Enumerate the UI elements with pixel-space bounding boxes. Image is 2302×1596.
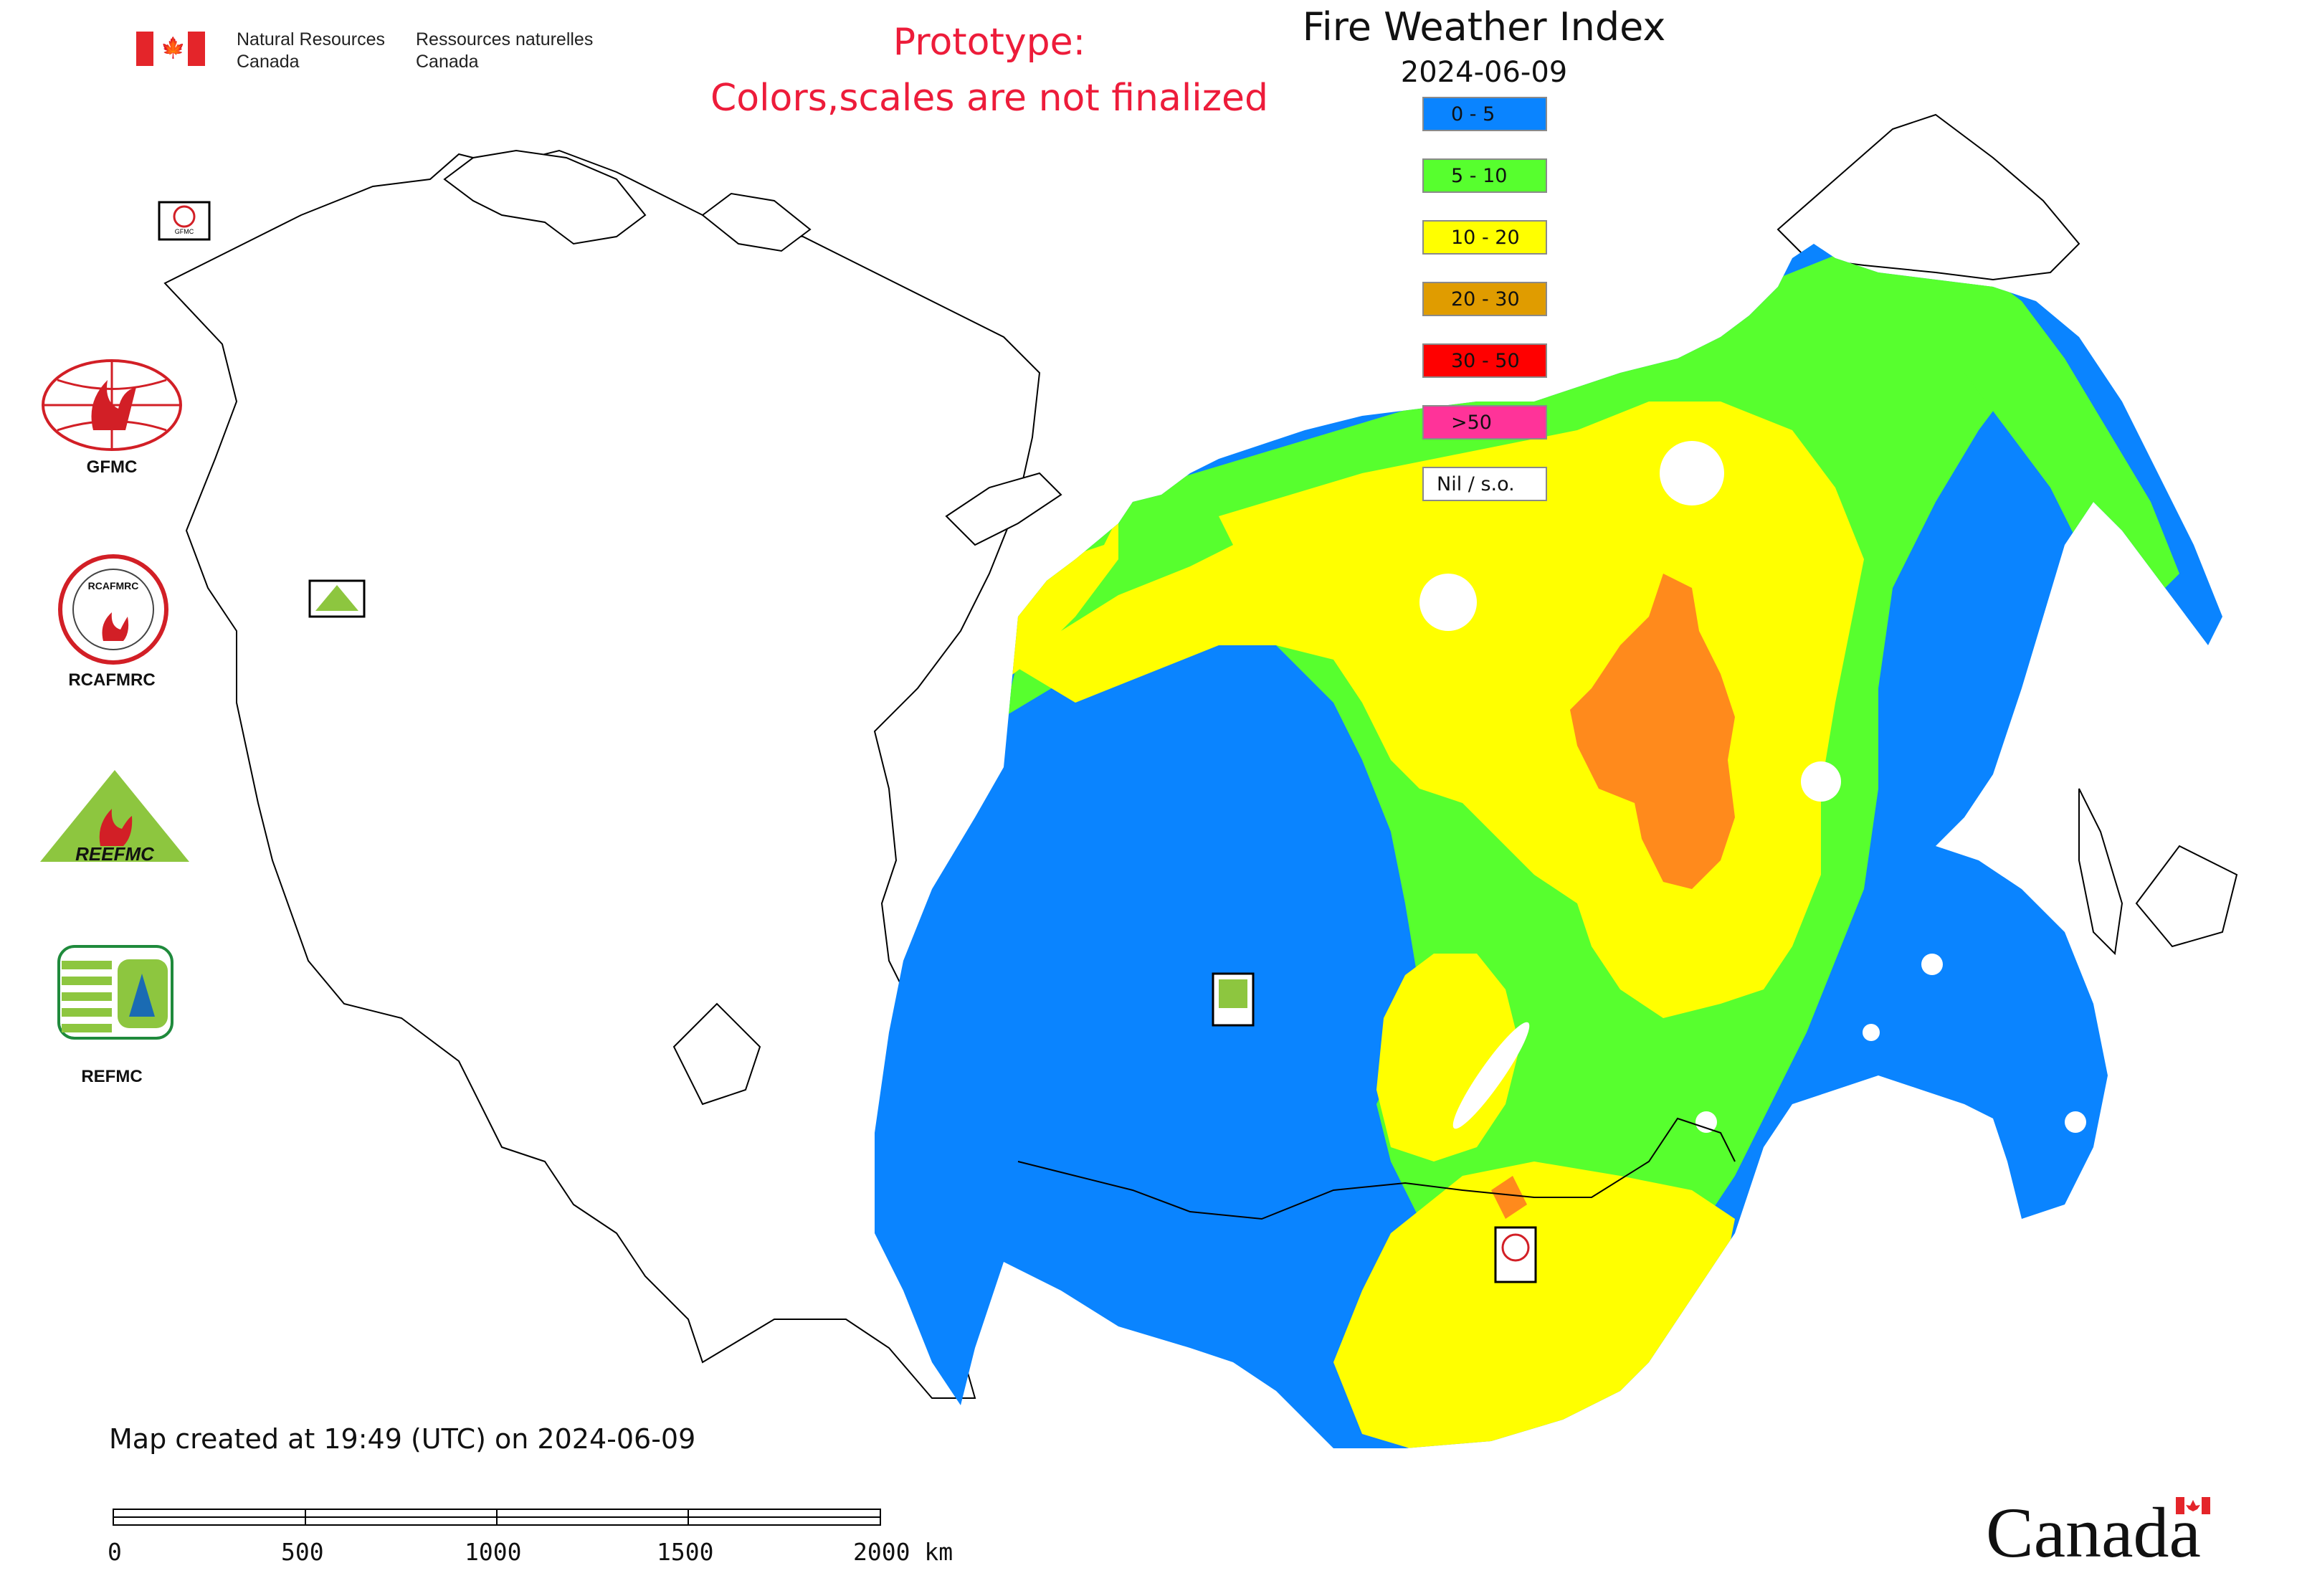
nil-circle — [1660, 441, 1724, 505]
legend-item-0-5: 0 - 5 — [1422, 97, 1547, 131]
country-border-line — [1017, 1117, 1736, 1220]
canada-flag-icon: 🍁 — [136, 32, 205, 66]
logo-caption-rcafmrc: RCAFMRC — [68, 670, 156, 690]
map-date: 2024-06-09 — [1400, 56, 1568, 89]
svg-text:GFMC: GFMC — [175, 228, 194, 235]
prototype-notice: Prototype: Colors,scales are not finaliz… — [674, 14, 1305, 126]
legend-item-over-50: >50 — [1422, 405, 1547, 440]
basemap-sakhalin — [2078, 788, 2123, 956]
reefmc-wordmark: REEFMC — [75, 843, 155, 865]
nrcan-signature: 🍁 Natural Resources Canada Ressources na… — [136, 29, 609, 72]
scale-tick-2000: 2000 km — [853, 1538, 953, 1566]
scale-tick-0: 0 — [108, 1538, 122, 1566]
fwi-zone-yellow-baikal — [1376, 954, 1520, 1162]
department-name-en: Natural Resources Canada — [237, 29, 386, 72]
canada-wordmark-text: Canada — [1986, 1493, 2201, 1572]
baikal-lake — [1452, 1022, 1530, 1129]
reefmc-map-marker — [308, 579, 366, 618]
gfmc-logo — [42, 359, 182, 451]
prototype-notice-line2: Colors,scales are not finalized — [710, 77, 1269, 120]
nil-circle — [2065, 1111, 2086, 1133]
basemap-chukotka — [1777, 113, 2080, 281]
legend-item-20-30: 20 - 30 — [1422, 282, 1547, 316]
nil-circle — [1921, 954, 1943, 975]
scale-bar-graphic — [113, 1509, 881, 1526]
scale-tick-500: 500 — [281, 1538, 324, 1566]
basemap-scandinavia — [443, 149, 647, 245]
basemap-kola — [701, 192, 812, 252]
legend-item-5-10: 5 - 10 — [1422, 158, 1547, 193]
fwi-zone-orange-small — [1491, 1176, 1527, 1219]
logo-caption-refmc: REFMC — [81, 1067, 143, 1086]
nil-circle — [1863, 1024, 1880, 1041]
basemap-caspian-region — [672, 1002, 761, 1106]
refmc-logo — [57, 945, 173, 1040]
fwi-zone-yellow-arctic — [1004, 516, 1118, 681]
fwi-zone-orange — [1570, 574, 1735, 889]
nil-circle — [1695, 1111, 1717, 1133]
legend-item-30-50: 30 - 50 — [1422, 343, 1547, 378]
gfmc-map-marker: GFMC — [158, 201, 211, 241]
scale-bar: 0 500 1000 1500 2000 km — [108, 1502, 968, 1581]
canada-wordmark: Canada — [1986, 1491, 2210, 1574]
refmc-map-marker — [1212, 972, 1255, 1027]
map-creation-footnote: Map created at 19:49 (UTC) on 2024-06-09 — [109, 1423, 696, 1455]
nil-circle — [1801, 761, 1841, 802]
scale-tick-1000: 1000 — [465, 1538, 522, 1566]
svg-text:RCAFMRC: RCAFMRC — [88, 580, 139, 592]
reefmc-logo: REEFMC — [40, 770, 189, 865]
basemap-japan — [2135, 845, 2238, 948]
fwi-zone-green-east — [1964, 258, 2179, 617]
canada-wordmark-flag-icon — [2176, 1497, 2210, 1514]
nil-circle — [1419, 574, 1477, 631]
fwi-zone-yellow — [1004, 402, 1864, 1018]
map-title: Fire Weather Index — [1302, 4, 1666, 49]
department-name-fr: Ressources naturelles Canada — [416, 29, 594, 72]
prototype-notice-line1: Prototype: — [893, 21, 1086, 64]
scale-tick-1500: 1500 — [657, 1538, 714, 1566]
logo-caption-gfmc: GFMC — [86, 457, 138, 477]
basemap-novaya-zemlya — [945, 472, 1062, 546]
legend-item-nil: Nil / s.o. — [1422, 467, 1547, 501]
rcafmrc-map-marker — [1494, 1226, 1537, 1283]
rcafmrc-logo: RCAFMRC — [58, 554, 168, 665]
legend-item-10-20: 10 - 20 — [1422, 220, 1547, 255]
